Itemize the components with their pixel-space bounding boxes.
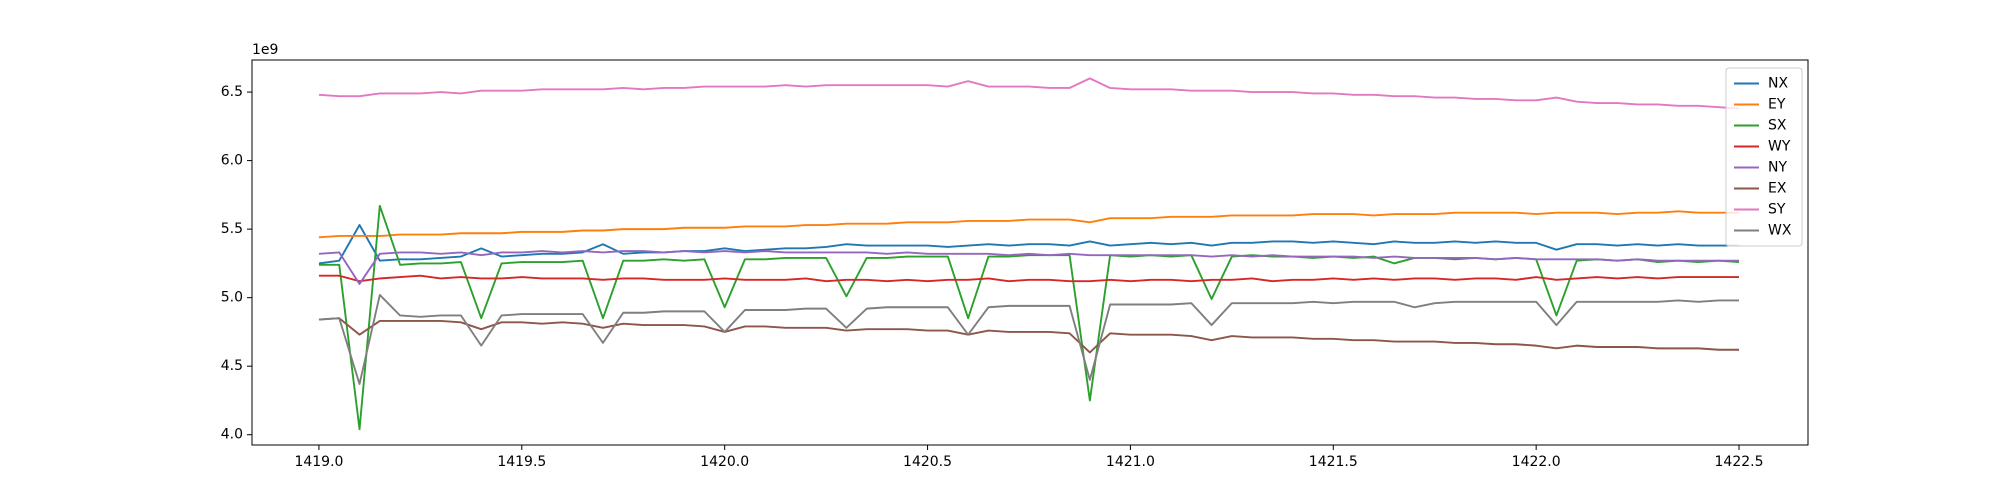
y-offset-label: 1e9 <box>252 42 278 58</box>
series-line <box>318 77 1740 110</box>
y-tick-label: 4.0 <box>221 427 243 443</box>
legend-label: WY <box>1768 139 1791 155</box>
legend-label: NY <box>1768 160 1787 176</box>
legend-label: NX <box>1768 76 1788 92</box>
x-tick-label: 1421.0 <box>1106 454 1155 470</box>
x-tick-label: 1422.5 <box>1715 454 1764 470</box>
x-tick-label: 1421.5 <box>1309 454 1358 470</box>
series-line <box>318 274 1740 283</box>
x-tick-label: 1419.0 <box>294 454 343 470</box>
legend-label: SX <box>1768 118 1787 134</box>
legend-box <box>1725 67 1803 247</box>
series-line <box>318 293 1740 385</box>
y-tick-label: 5.0 <box>221 290 243 306</box>
series-line <box>318 210 1740 239</box>
x-tick-label: 1420.0 <box>700 454 749 470</box>
x-tick-label: 1420.5 <box>903 454 952 470</box>
series-line <box>318 317 1740 354</box>
x-tick-label: 1419.5 <box>497 454 546 470</box>
series-line <box>318 224 1740 265</box>
legend-label: WX <box>1768 223 1792 239</box>
legend-label: EX <box>1768 181 1787 197</box>
x-tick-label: 1422.0 <box>1512 454 1561 470</box>
y-tick-label: 4.5 <box>221 358 243 374</box>
legend-label: SY <box>1768 202 1786 218</box>
series-line <box>318 250 1740 285</box>
plot-frame <box>251 59 1809 446</box>
legend-label: EY <box>1768 97 1786 113</box>
y-tick-label: 5.5 <box>221 221 243 237</box>
y-tick-label: 6.0 <box>221 153 243 169</box>
y-tick-label: 6.5 <box>221 84 243 100</box>
